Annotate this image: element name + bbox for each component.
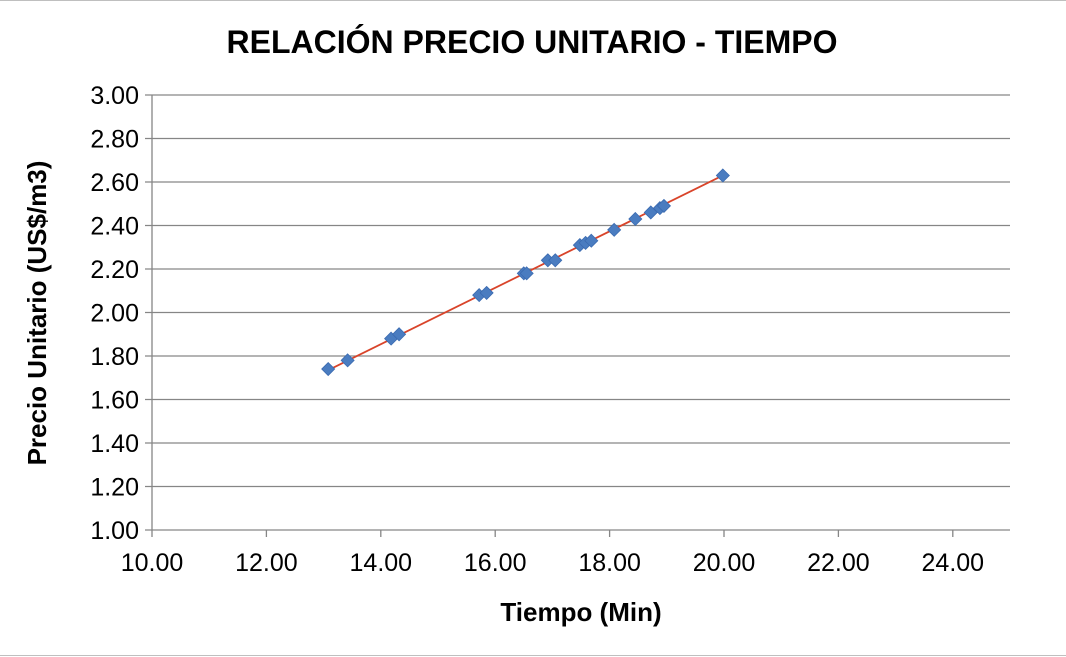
y-tick-label: 1.20 xyxy=(90,474,139,502)
y-tick-label: 2.20 xyxy=(90,256,139,284)
gridlines xyxy=(145,94,1010,531)
x-tick-label: 18.00 xyxy=(578,549,641,577)
x-tick-label: 14.00 xyxy=(350,549,413,577)
data-points xyxy=(321,168,730,377)
chart-title: RELACIÓN PRECIO UNITARIO - TIEMPO xyxy=(227,24,838,60)
data-point xyxy=(321,361,336,377)
data-point xyxy=(715,168,730,183)
x-tick-label: 24.00 xyxy=(922,549,985,577)
y-tick-label: 3.00 xyxy=(90,82,139,110)
data-point xyxy=(656,198,672,213)
y-tick-label: 1.60 xyxy=(90,387,139,415)
x-tick-label: 20.00 xyxy=(693,549,756,577)
data-point xyxy=(340,353,355,368)
x-tick-label: 12.00 xyxy=(235,549,298,577)
data-point xyxy=(628,211,643,227)
data-point xyxy=(519,266,534,281)
y-tick-label: 2.00 xyxy=(90,300,139,328)
y-tick-label: 1.40 xyxy=(90,430,139,458)
data-point xyxy=(548,253,563,268)
data-point xyxy=(607,222,622,237)
data-point xyxy=(584,233,599,248)
x-axis-label: Tiempo (Min) xyxy=(500,597,661,627)
x-tick-labels: 10.00 12.00 14.00 16.00 18.00 20.00 22.00 24.00 xyxy=(121,549,984,577)
x-tick-label: 10.00 xyxy=(121,549,184,577)
y-axis-label: Precio Unitario (US$/m3) xyxy=(22,161,52,466)
y-tick-label: 1.00 xyxy=(90,517,139,545)
y-tick-label: 2.40 xyxy=(90,213,139,241)
axes xyxy=(151,95,954,537)
x-tick-label: 22.00 xyxy=(807,549,870,577)
y-tick-label: 1.80 xyxy=(90,343,139,371)
data-point xyxy=(479,285,494,300)
y-tick-label: 2.60 xyxy=(90,169,139,197)
y-tick-labels: 1.00 1.20 1.40 1.60 1.80 2.00 2.20 2.40 2.60 2.80… xyxy=(90,82,139,545)
x-tick-label: 16.00 xyxy=(464,549,527,577)
data-point xyxy=(392,327,407,342)
y-tick-label: 2.80 xyxy=(90,126,139,154)
